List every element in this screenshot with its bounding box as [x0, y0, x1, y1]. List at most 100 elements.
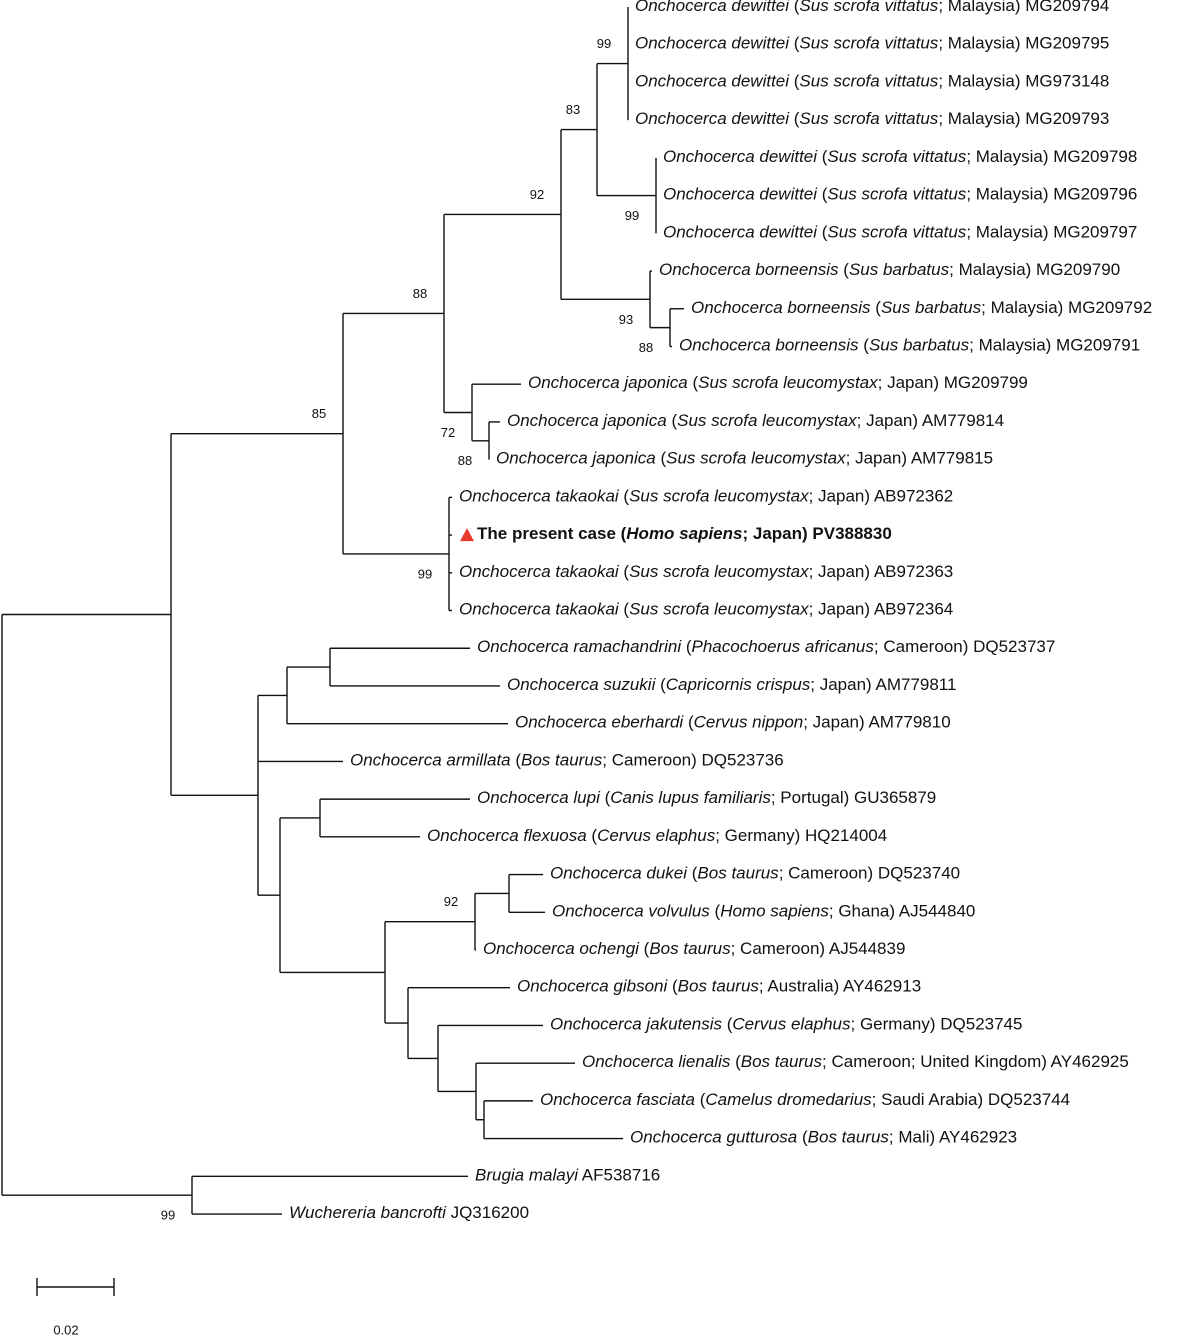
bootstrap-value: 99: [625, 208, 639, 223]
label-segment: (: [667, 977, 678, 996]
taxon-label: Onchocerca takaokai (Sus scrofa leucomys…: [459, 487, 953, 506]
label-segment: (: [789, 0, 800, 15]
label-segment: Onchocerca takaokai: [459, 600, 620, 619]
label-segment: (: [667, 411, 678, 430]
bootstrap-value: 88: [413, 286, 427, 301]
label-segment: ; Cameroon) AJ544839: [731, 939, 906, 958]
taxon-label: Onchocerca gibsoni (Bos taurus; Australi…: [517, 977, 921, 996]
label-segment: (: [859, 336, 870, 355]
taxon-label: Onchocerca dukei (Bos taurus; Cameroon) …: [550, 864, 960, 883]
label-segment: Onchocerca japonica: [528, 374, 688, 393]
taxon-label: Onchocerca ochengi (Bos taurus; Cameroon…: [483, 939, 905, 958]
taxon-label: Onchocerca dewittei (Sus scrofa vittatus…: [635, 34, 1109, 53]
label-segment: (: [797, 1128, 808, 1147]
label-segment: Onchocerca japonica: [496, 449, 656, 468]
taxon-label: Onchocerca borneensis (Sus barbatus; Mal…: [679, 336, 1140, 355]
label-segment: ; Malaysia) MG973148: [938, 72, 1109, 91]
bootstrap-value: 88: [639, 340, 653, 355]
label-segment: ; Malaysia) MG209797: [966, 223, 1137, 242]
label-segment: Onchocerca armillata: [350, 751, 511, 770]
bootstrap-value: 92: [530, 187, 544, 202]
scale-bar-label: 0.02: [53, 1322, 78, 1337]
label-segment: Homo sapiens: [720, 902, 829, 921]
label-segment: Sus scrofa vittatus: [799, 34, 938, 53]
label-segment: Onchocerca ramachandrini: [477, 638, 682, 657]
label-segment: (: [688, 374, 699, 393]
label-segment: Onchocerca dewittei: [663, 185, 818, 204]
label-segment: (: [789, 72, 800, 91]
label-segment: Onchocerca dewittei: [635, 110, 790, 129]
bootstrap-value: 99: [597, 36, 611, 51]
label-segment: Bos taurus: [808, 1128, 890, 1147]
label-segment: ; Cameroon) DQ523736: [602, 751, 783, 770]
taxon-label: Onchocerca volvulus (Homo sapiens; Ghana…: [552, 902, 975, 921]
label-segment: The present case (: [477, 525, 627, 544]
label-segment: (: [600, 789, 611, 808]
label-segment: ; Cameroon) DQ523740: [779, 864, 960, 883]
label-segment: Sus scrofa vittatus: [799, 110, 938, 129]
label-segment: Sus scrofa vittatus: [799, 72, 938, 91]
taxon-label: Wuchereria bancrofti JQ316200: [289, 1204, 529, 1223]
label-segment: (: [511, 751, 522, 770]
label-segment: Onchocerca gibsoni: [517, 977, 668, 996]
label-segment: (: [683, 713, 694, 732]
label-segment: Homo sapiens: [626, 525, 742, 544]
label-segment: (: [587, 826, 598, 845]
taxon-label: Onchocerca japonica (Sus scrofa leucomys…: [496, 449, 993, 468]
label-segment: ; Australia) AY462913: [759, 977, 921, 996]
label-segment: Cervus elaphus: [732, 1015, 851, 1034]
taxon-label: Onchocerca borneensis (Sus barbatus; Mal…: [691, 298, 1152, 317]
taxon-label: Onchocerca flexuosa (Cervus elaphus; Ger…: [427, 826, 887, 845]
label-segment: Onchocerca lupi: [477, 789, 601, 808]
label-segment: ; Japan) AB972362: [809, 487, 954, 506]
label-segment: Sus scrofa vittatus: [827, 147, 966, 166]
label-segment: Bos taurus: [741, 1053, 823, 1072]
label-segment: ; Japan) AB972364: [809, 600, 954, 619]
label-segment: Sus scrofa leucomystax: [677, 411, 857, 430]
scale-bar: 0.02: [36, 1278, 115, 1337]
taxon-label: Onchocerca armillata (Bos taurus; Camero…: [350, 751, 784, 770]
label-segment: Onchocerca dewittei: [663, 147, 818, 166]
label-segment: ; Japan) AM779810: [803, 713, 950, 732]
taxon-label: Brugia malayi AF538716: [475, 1166, 660, 1185]
taxon-label: Onchocerca jakutensis (Cervus elaphus; G…: [550, 1015, 1022, 1034]
bootstrap-value: 99: [418, 566, 432, 581]
label-segment: Phacochoerus africanus: [692, 638, 875, 657]
label-segment: (: [695, 1090, 706, 1109]
taxon-label: Onchocerca borneensis (Sus barbatus; Mal…: [659, 261, 1120, 280]
label-segment: (: [619, 600, 630, 619]
label-segment: ; Mali) AY462923: [889, 1128, 1017, 1147]
label-segment: Onchocerca ochengi: [483, 939, 640, 958]
label-segment: Cervus elaphus: [597, 826, 716, 845]
label-segment: Sus scrofa vittatus: [799, 0, 938, 15]
taxon-label: Onchocerca dewittei (Sus scrofa vittatus…: [663, 147, 1137, 166]
bootstrap-value: 99: [161, 1208, 175, 1223]
label-segment: Onchocerca fasciata: [540, 1090, 695, 1109]
label-segment: ; Malaysia) MG209791: [969, 336, 1140, 355]
label-segment: (: [871, 298, 882, 317]
label-segment: (: [730, 1053, 741, 1072]
taxon-label: Onchocerca suzukii (Capricornis crispus;…: [507, 675, 956, 694]
label-segment: Sus scrofa leucomystax: [629, 562, 809, 581]
taxon-label: Onchocerca japonica (Sus scrofa leucomys…: [507, 411, 1004, 430]
taxon-label: Onchocerca dewittei (Sus scrofa vittatus…: [635, 110, 1109, 129]
label-segment: Sus scrofa leucomystax: [629, 487, 809, 506]
label-segment: ; Malaysia) MG209793: [938, 110, 1109, 129]
label-segment: Onchocerca eberhardi: [515, 713, 684, 732]
label-segment: (: [655, 675, 666, 694]
label-segment: Onchocerca volvulus: [552, 902, 710, 921]
label-segment: (: [817, 185, 828, 204]
label-segment: ; Malaysia) MG209790: [949, 261, 1120, 280]
label-segment: Onchocerca borneensis: [659, 261, 839, 280]
label-segment: (: [687, 864, 698, 883]
label-segment: Bos taurus: [697, 864, 779, 883]
label-segment: Bos taurus: [649, 939, 731, 958]
taxon-label: Onchocerca takaokai (Sus scrofa leucomys…: [459, 600, 953, 619]
label-segment: Sus scrofa leucomystax: [698, 374, 878, 393]
label-segment: Brugia malayi: [475, 1166, 579, 1185]
label-segment: ; Ghana) AJ544840: [829, 902, 976, 921]
label-segment: (: [789, 110, 800, 129]
taxon-label: Onchocerca takaokai (Sus scrofa leucomys…: [459, 562, 953, 581]
label-segment: Onchocerca gutturosa: [630, 1128, 797, 1147]
